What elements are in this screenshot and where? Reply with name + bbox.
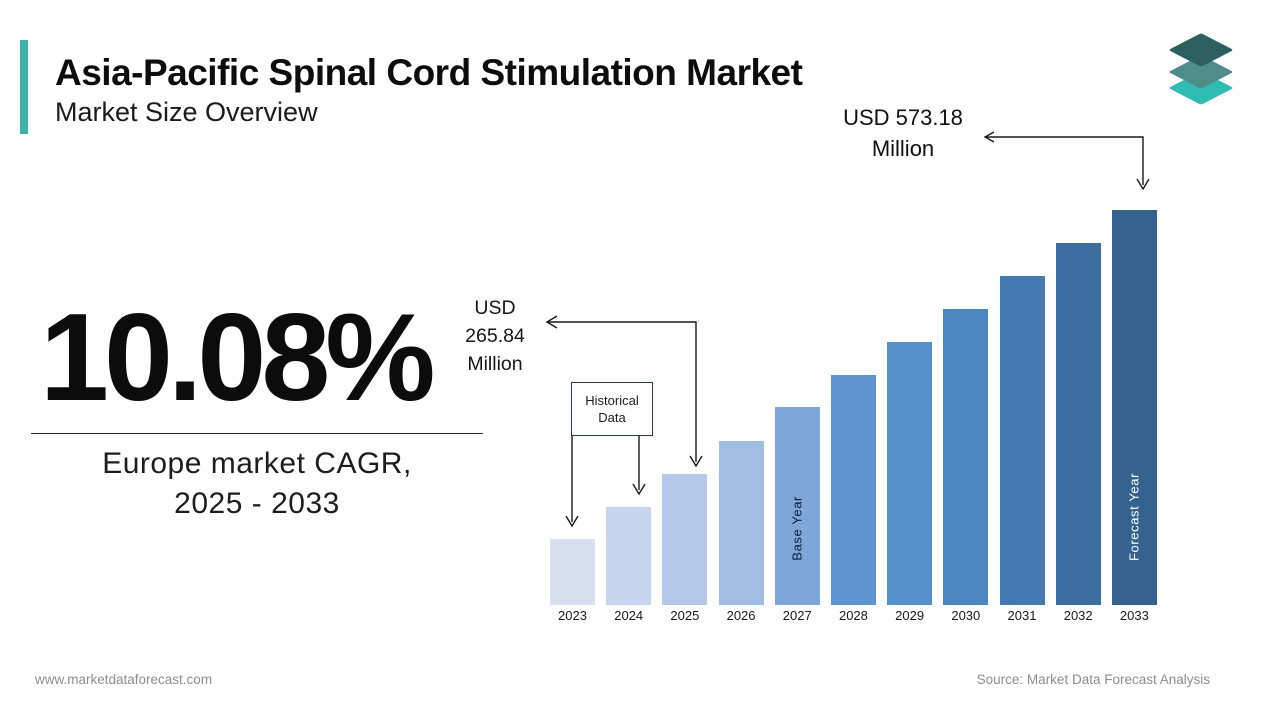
year-label-2031: 2031 [1007, 608, 1037, 623]
bar-2023 [550, 539, 595, 605]
bar-2026 [718, 441, 764, 605]
cagr-caption: Europe market CAGR, 2025 - 2033 [31, 444, 483, 524]
page-subtitle: Market Size Overview [55, 97, 318, 127]
year-label-2032: 2032 [1063, 608, 1093, 623]
source-note: Source: Market Data Forecast Analysis [976, 672, 1210, 687]
bar-2031 [999, 276, 1045, 605]
year-label-2024: 2024 [614, 608, 644, 623]
year-label-2025: 2025 [670, 608, 700, 623]
stat-divider [31, 433, 483, 434]
year-label-2026: 2026 [726, 608, 756, 623]
title-accent-bar [20, 40, 28, 134]
bar-chart: Base Year Forecast Year [550, 210, 1158, 605]
website-url: www.marketdataforecast.com [35, 672, 213, 687]
cagr-caption-line1: Europe market CAGR, [102, 447, 412, 480]
bar-2024 [606, 507, 652, 605]
value-2025-line1: USD [474, 297, 516, 319]
bar-2030 [943, 309, 989, 605]
value-2033-annotation: USD 573.18 Million [820, 102, 986, 164]
bar-2028 [830, 375, 876, 605]
bar-2025 [662, 474, 708, 605]
value-2025-annotation: USD 265.84 Million [450, 294, 540, 378]
arrow-2033-line [985, 136, 1144, 185]
bar-inner-label-2033: Forecast Year [1126, 472, 1142, 561]
year-label-2029: 2029 [895, 608, 925, 623]
bar-2033: Forecast Year [1111, 210, 1157, 605]
arrow-2033-head-down [1136, 178, 1150, 191]
value-2025-line2: 265.84 [465, 325, 525, 347]
bar-2029 [887, 342, 933, 605]
arrow-2033-head-left [983, 131, 995, 143]
value-2025-line3: Million [467, 353, 523, 375]
page-title: Asia-Pacific Spinal Cord Stimulation Mar… [55, 52, 803, 93]
value-2033-line1: USD 573.18 [843, 105, 963, 130]
year-label-2027: 2027 [782, 608, 812, 623]
x-axis-labels: 2023 2024 2025 2026 2027 2028 2029 2030 2031 2032… [550, 608, 1158, 623]
year-label-2028: 2028 [838, 608, 868, 623]
cagr-caption-line2: 2025 - 2033 [174, 487, 340, 520]
value-2033-line2: Million [871, 136, 935, 161]
bar-2027: Base Year [774, 407, 820, 605]
stacked-layers-logo-icon [1164, 28, 1238, 105]
logo-layer-top [1168, 33, 1234, 67]
bar-2032 [1055, 243, 1101, 605]
year-label-2030: 2030 [951, 608, 981, 623]
year-label-2033: 2033 [1119, 608, 1149, 623]
bar-inner-label-2027: Base Year [789, 496, 805, 561]
cagr-value: 10.08% [40, 289, 436, 427]
year-label-2023: 2023 [558, 608, 587, 623]
